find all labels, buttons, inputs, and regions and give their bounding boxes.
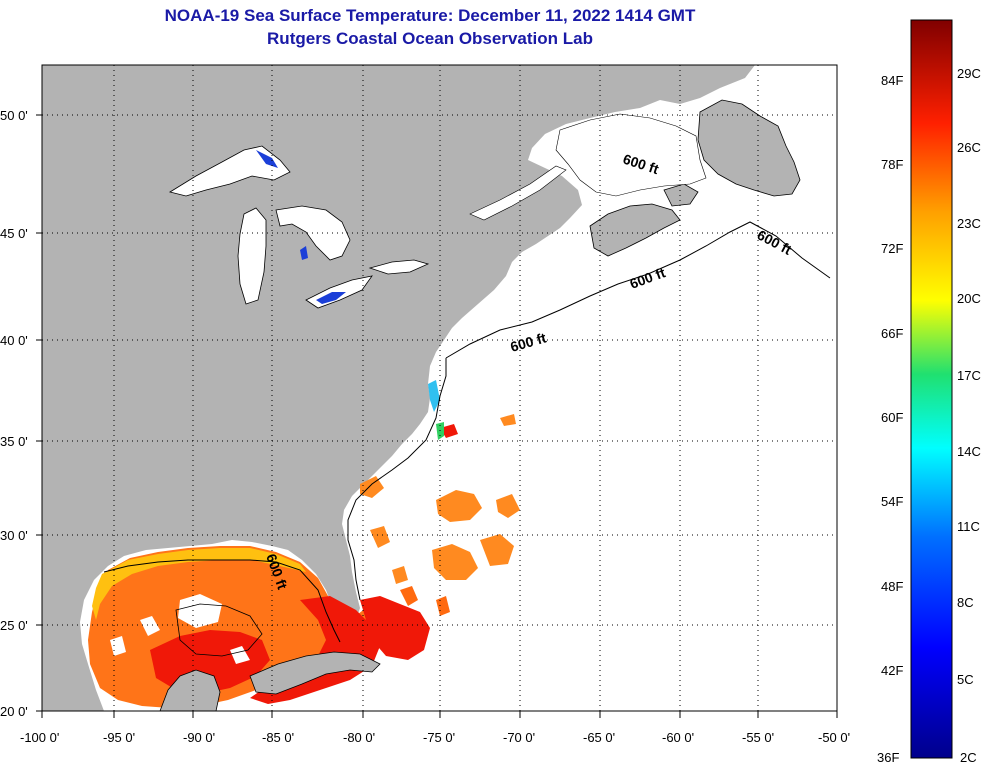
colorbar-celsius-labels: 29C 26C 23C 20C 17C 14C 11C 8C 5C 2C [957,66,981,765]
atlantic-sst-patch-5 [360,476,384,498]
map-title: NOAA-19 Sea Surface Temperature: Decembe… [164,6,696,25]
lake-superior [168,145,291,197]
cbar-f-72: 72F [881,241,903,256]
gulf-sst-cloud [110,594,250,664]
lat-tick-25: 25 0' [0,618,28,633]
cbar-c-11: 11C [957,519,980,534]
atlantic-sst-patch-4 [496,494,520,518]
cbar-c-23: 23C [957,216,981,231]
lon-tick-85: -85 0' [262,730,294,745]
lat-axis: 50 0' 45 0' 40 0' 35 0' 30 0' 25 0' 20 0… [0,108,42,719]
cbar-c-2: 2C [960,750,977,765]
cbar-c-14: 14C [957,444,981,459]
cbar-f-66: 66F [881,326,903,341]
land-nova-scotia [589,203,681,257]
isobath-600ft-shelf [347,358,447,601]
lake-superior-cold [256,150,278,168]
colorbar-fahrenheit-labels: 84F 78F 72F 66F 60F 54F 48F 42F 36F [877,73,903,765]
lat-tick-50: 50 0' [0,108,28,123]
map-subtitle: Rutgers Coastal Ocean Observation Lab [267,29,593,48]
cbar-f-54: 54F [881,494,903,509]
land-cuba [249,651,381,695]
cbar-f-78: 78F [881,157,903,172]
atlantic-sst-patch-8 [500,414,516,426]
lat-tick-35: 35 0' [0,434,28,449]
lon-tick-100: -100 0' [20,730,59,745]
gulf-sst-coastal [92,548,306,620]
lon-tick-75: -75 0' [423,730,455,745]
cbar-f-84: 84F [881,73,903,88]
cbar-f-60: 60F [881,410,903,425]
isobath-600ft-gulf-inner [175,603,263,657]
florida-sst [360,596,430,660]
cbar-c-5: 5C [957,672,974,687]
atlantic-sst-patch-2 [432,544,478,580]
lat-tick-20: 20 0' [0,704,28,719]
atlantic-sst-patch-7 [440,424,458,438]
lat-tick-40: 40 0' [0,333,28,348]
atlantic-sst-patch-3 [480,534,514,566]
atlantic-sst-patch-1 [436,490,482,522]
cbar-f-36: 36F [877,750,899,765]
coastal-cool-streak [428,380,440,412]
lon-tick-50: -50 0' [818,730,850,745]
lon-tick-80: -80 0' [343,730,375,745]
lake-michigan [237,207,267,305]
cbar-c-20: 20C [957,291,981,306]
lake-ontario [368,259,430,275]
land-newfoundland [697,99,801,197]
lon-tick-65: -65 0' [583,730,615,745]
colorbar [910,19,953,759]
cbar-c-8: 8C [957,595,974,610]
isobath-600ft-gulf [103,559,341,643]
lake-huron-cold [300,246,308,260]
lon-tick-60: -60 0' [662,730,694,745]
st-lawrence-river [469,165,567,221]
land-yucatan [159,669,221,711]
cbar-c-29: 29C [957,66,981,81]
bahamas-sst [400,586,450,616]
lon-tick-95: -95 0' [103,730,135,745]
gulf-st-lawrence [555,113,707,197]
lon-tick-70: -70 0' [503,730,535,745]
cbar-c-26: 26C [957,140,981,155]
cbar-f-48: 48F [881,579,903,594]
lat-tick-30: 30 0' [0,528,28,543]
caribbean-sst-hot [250,596,380,704]
atlantic-sst-patch-6 [370,526,408,584]
lon-axis: -100 0' -95 0' -90 0' -85 0' -80 0' -75 … [20,711,850,745]
cbar-c-17: 17C [957,368,981,383]
lon-tick-90: -90 0' [183,730,215,745]
lat-tick-45: 45 0' [0,226,28,241]
isobath-600ft-north [445,221,831,359]
cbar-f-42: 42F [881,663,903,678]
lake-erie-cold [316,292,346,304]
lon-tick-55: -55 0' [742,730,774,745]
land-north-america [42,65,755,711]
